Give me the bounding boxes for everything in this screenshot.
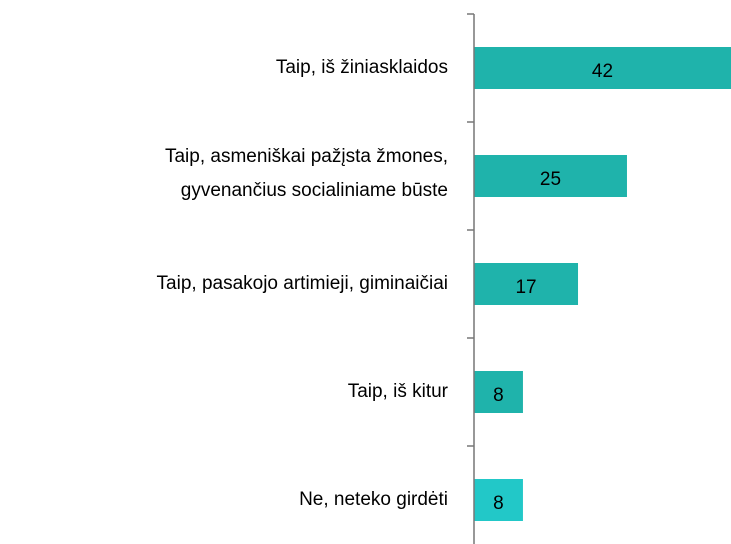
category-label: Ne, neteko girdėti [299,489,448,510]
value-label: 42 [592,61,613,82]
bar [474,371,523,413]
value-label: 8 [493,493,504,514]
category-label: gyvenančius socialiniame būste [181,180,448,201]
category-label: Taip, iš žiniasklaidos [276,57,448,78]
bar [474,155,627,197]
category-label: Taip, asmeniškai pažįsta žmones, [165,146,448,167]
category-label: Taip, pasakojo artimieji, giminaičiai [157,273,448,294]
value-label: 17 [515,277,536,298]
value-label: 8 [493,385,504,406]
bar [474,263,579,305]
value-label: 25 [540,169,561,190]
bar [474,479,523,521]
bar [474,47,731,89]
category-label: Taip, iš kitur [348,381,449,402]
